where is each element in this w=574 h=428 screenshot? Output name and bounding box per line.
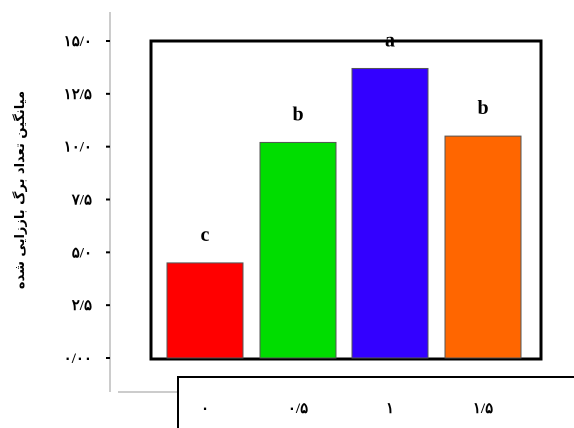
bar-significance-letter: a (385, 29, 395, 51)
y-tick-label: ۱۵/۰ (64, 34, 92, 50)
bar (444, 135, 522, 359)
y-tick-label: ۷/۵ (71, 193, 92, 209)
bar-significance-letter: c (201, 224, 210, 246)
y-ticks: ۰/۰۰ ۲/۵ ۵/۰ ۷/۵ ۱۰/۰ ۱۲/۵ ۱۵/۰ (64, 34, 110, 367)
x-tick-label: ۱ (386, 401, 394, 417)
x-tick-label: ۰/۵ (288, 401, 308, 417)
category-axis-box (177, 376, 574, 428)
x-tick-label: ۰ (201, 401, 209, 417)
bar (259, 141, 337, 359)
bar-significance-letter: b (292, 103, 303, 125)
y-tick-label: ۱۰/۰ (64, 140, 92, 156)
y-axis-title: میانگین تعداد برگ باززایی شده (11, 91, 28, 289)
bar-significance-letter: b (477, 97, 488, 119)
chart-frame (109, 12, 574, 428)
x-tick-label: ۱/۵ (473, 401, 493, 417)
bar (351, 67, 429, 359)
y-tick-label: ۰/۰۰ (64, 351, 92, 367)
bars: c b a b (166, 29, 522, 359)
x-tick-labels: ۰ ۰/۵ ۱ ۱/۵ (201, 401, 493, 417)
y-tick-label: ۵/۰ (72, 245, 92, 261)
bar (166, 262, 244, 359)
y-tick-label: ۲/۵ (72, 298, 92, 314)
plot-area-border (149, 39, 543, 361)
y-tick-label: ۱۲/۵ (64, 87, 92, 103)
